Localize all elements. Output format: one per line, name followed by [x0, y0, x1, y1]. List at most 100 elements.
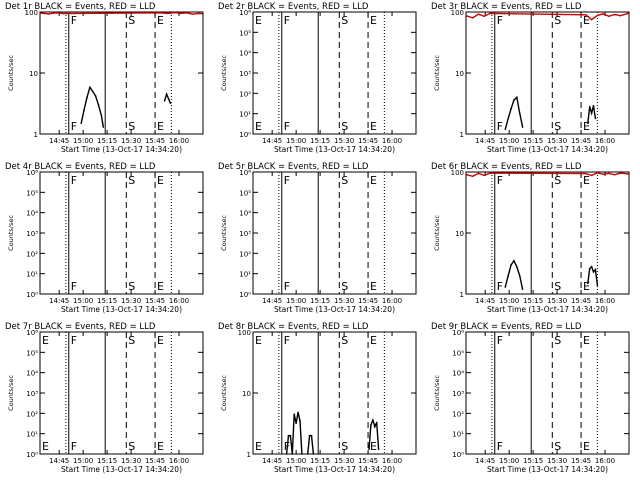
time-marker-label: S [554, 440, 561, 453]
data-point [163, 100, 166, 102]
y-tick-label: 10² [239, 250, 251, 258]
y-tick-label: 10³ [239, 230, 251, 238]
time-marker-label: E [157, 280, 164, 293]
data-point [608, 15, 610, 18]
x-tick-label: 15:00 [499, 297, 519, 305]
y-tick-label: 10⁰ [239, 291, 251, 299]
data-point [613, 173, 616, 176]
x-tick-label: 15:30 [547, 297, 567, 305]
x-tick-label: 15:30 [121, 137, 141, 145]
data-point [377, 448, 380, 450]
time-marker-label: S [554, 280, 561, 293]
time-marker-label: E [157, 440, 164, 453]
panel-title: Det 1r BLACK = Events, RED = LLD [5, 2, 156, 12]
time-marker-label: S [554, 334, 561, 347]
data-point [201, 12, 203, 15]
time-marker-label: E [370, 334, 377, 347]
x-tick-label: 15:45 [358, 457, 378, 465]
time-marker-label: E [370, 280, 377, 293]
data-point [310, 434, 313, 437]
panel-title: Det 4r BLACK = Events, RED = LLD [5, 162, 156, 172]
x-tick-label: 15:15 [523, 457, 543, 465]
data-point [47, 13, 50, 15]
y-tick-label: 10⁶ [239, 169, 251, 177]
time-marker-label: F [497, 440, 503, 453]
y-tick-label: 10⁴ [239, 50, 251, 58]
data-point [608, 172, 610, 175]
data-point [504, 128, 507, 130]
x-tick-label: 14:45 [262, 297, 282, 305]
time-marker-label: S [341, 440, 348, 453]
data-point [97, 104, 100, 106]
x-tick-label: 15:00 [286, 457, 306, 465]
x-tick-label: 15:15 [97, 137, 117, 145]
data-point [180, 12, 182, 15]
x-tick-label: 15:15 [523, 137, 543, 145]
y-tick-label: 10⁴ [452, 370, 464, 378]
data-point [592, 104, 595, 107]
panel-title: Det 3r BLACK = Events, RED = LLD [431, 2, 582, 12]
time-marker-label: S [128, 280, 135, 293]
time-marker-label: S [341, 120, 348, 133]
x-tick-label: 15:45 [571, 457, 591, 465]
detector-panel: Det 4r BLACK = Events, RED = LLD 10⁰ 10¹ 10… [5, 162, 204, 314]
x-tick-label: 16:00 [595, 137, 615, 145]
data-point [516, 96, 518, 99]
time-marker-label: E [370, 120, 377, 133]
data-point [368, 448, 370, 450]
x-tick-label: 15:30 [121, 457, 141, 465]
data-point [299, 420, 301, 422]
detector-panel: Det 3r BLACK = Events, RED = LLD 1 10 100 14… [431, 2, 630, 154]
time-marker-label: S [554, 120, 561, 133]
data-series-line [587, 265, 599, 286]
plot-frame [465, 171, 630, 295]
time-marker-label: S [341, 280, 348, 293]
data-point [602, 13, 604, 15]
plot-frame [465, 331, 630, 455]
x-axis-label: Start Time (13-Oct-17 14:34:20) [487, 305, 608, 314]
data-point [596, 172, 599, 174]
time-marker-label: S [341, 334, 348, 347]
data-point [466, 15, 468, 17]
x-tick-label: 15:00 [499, 457, 519, 465]
y-tick-label: 10³ [452, 390, 464, 398]
y-tick-label: 1 [460, 131, 464, 139]
y-tick-label: 100 [451, 9, 464, 17]
data-point [619, 172, 622, 174]
y-axis-label: Counts/sec [7, 375, 15, 411]
y-tick-label: 10³ [26, 390, 38, 398]
data-point [285, 453, 288, 455]
time-marker-label: E [370, 174, 377, 187]
data-point [513, 99, 515, 101]
y-tick-label: 10³ [239, 70, 251, 78]
time-marker-label: S [128, 440, 135, 453]
time-marker-label: E [157, 120, 164, 133]
x-tick-label: 16:00 [169, 137, 189, 145]
data-series-line [163, 92, 172, 104]
data-point [185, 12, 188, 14]
plot-frame [252, 171, 417, 295]
time-marker-label: E [42, 334, 49, 347]
data-point [627, 173, 629, 175]
data-point [301, 453, 303, 455]
time-marker-label: E [583, 440, 590, 453]
x-tick-label: 15:15 [310, 457, 330, 465]
data-point [627, 12, 629, 15]
y-axis-label: Counts/sec [433, 375, 441, 411]
data-point [91, 90, 94, 93]
x-tick-label: 15:30 [547, 137, 567, 145]
time-marker-label: F [71, 120, 77, 133]
y-tick-label: 10⁵ [452, 349, 464, 357]
data-point [100, 114, 103, 117]
x-axis-label: Start Time (13-Oct-17 14:34:20) [274, 305, 395, 314]
detector-panel: Det 1r BLACK = Events, RED = LLD 1 10 100 14… [5, 2, 204, 154]
data-point [166, 12, 169, 15]
y-tick-label: 10⁶ [452, 329, 464, 337]
x-tick-label: 15:45 [358, 297, 378, 305]
time-marker-label: F [497, 174, 503, 187]
data-point [510, 107, 512, 110]
time-marker-label: S [341, 174, 348, 187]
time-marker-label: E [157, 334, 164, 347]
data-point [63, 12, 65, 15]
data-point [592, 271, 595, 273]
